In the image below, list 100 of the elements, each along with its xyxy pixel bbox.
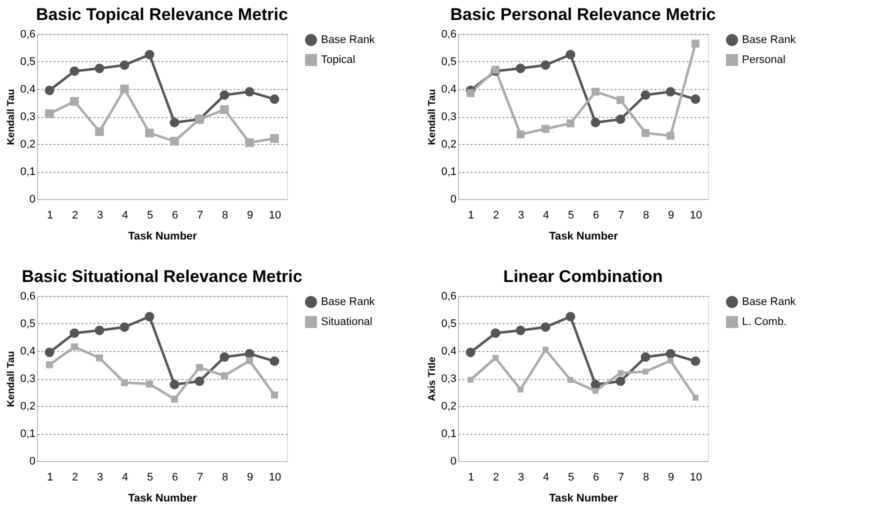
point	[94, 64, 104, 74]
x-tick-label: 10	[690, 210, 702, 222]
y-tick-label: 0,3	[20, 373, 36, 385]
point	[468, 376, 474, 383]
point	[466, 89, 474, 98]
point	[640, 352, 650, 362]
point	[516, 64, 526, 74]
point	[70, 66, 80, 76]
point	[668, 358, 674, 364]
y-tick-label: 0,3	[20, 111, 36, 123]
point	[120, 60, 130, 70]
point	[270, 134, 279, 143]
point	[44, 348, 54, 358]
y-tick-label: 0,4	[441, 84, 456, 96]
y-tick-label: 0,6	[20, 290, 36, 302]
y-tick-label: 0,5	[441, 56, 456, 68]
point	[568, 376, 574, 383]
point	[690, 94, 700, 104]
x-tick-label: 10	[268, 472, 282, 484]
y-tick-label: 0,4	[20, 346, 36, 358]
y-tick-label: 0	[450, 456, 456, 468]
point	[170, 380, 180, 390]
legend-label: Base Rank	[742, 34, 796, 46]
x-tick-label: 6	[172, 210, 178, 222]
chart-title: Basic Personal Relevance Metric	[450, 5, 716, 24]
x-tick-label: 1	[46, 210, 54, 222]
x-axis-title: Task Number	[549, 492, 619, 504]
y-tick-label: 0,1	[20, 428, 36, 440]
point	[616, 376, 626, 386]
point	[46, 361, 53, 368]
x-tick-label: 1	[468, 210, 474, 222]
point	[518, 386, 524, 392]
point	[566, 50, 576, 60]
point	[270, 94, 280, 104]
legend-label: Personal	[742, 54, 786, 66]
x-tick-label: 2	[72, 472, 78, 484]
x-tick-label: 8	[222, 472, 228, 484]
point	[616, 114, 626, 124]
y-tick-label: 0,6	[20, 28, 36, 40]
point	[221, 372, 228, 380]
x-tick-label: 9	[246, 210, 254, 222]
point	[490, 328, 500, 338]
point	[196, 364, 203, 371]
y-tick-label: 0,2	[20, 138, 36, 150]
legend-label: Topical	[321, 54, 356, 66]
point	[70, 97, 79, 106]
legend-label: Situational	[321, 316, 372, 328]
y-tick-label: 0,3	[441, 373, 456, 385]
x-tick-label: 4	[542, 472, 550, 484]
chart-title: Linear Combination	[503, 267, 663, 286]
point	[540, 322, 550, 332]
x-tick-label: 9	[246, 472, 254, 484]
point	[542, 124, 550, 133]
x-tick-label: 5	[568, 472, 574, 484]
point	[120, 322, 130, 332]
point	[70, 328, 80, 338]
point	[640, 90, 650, 100]
x-tick-label: 9	[668, 210, 674, 222]
point	[220, 352, 230, 362]
x-tick-label: 7	[618, 472, 624, 484]
x-tick-label: 2	[492, 210, 500, 222]
point	[120, 84, 129, 94]
x-tick-label: 10	[268, 210, 282, 222]
point	[94, 326, 104, 336]
x-tick-label: 3	[518, 210, 524, 222]
y-tick-label: 0,5	[441, 318, 456, 330]
x-axis-title: Task Number	[128, 492, 198, 504]
y-tick-label: 0,1	[441, 166, 456, 178]
y-tick-label: 0,2	[20, 400, 36, 412]
point	[245, 138, 254, 147]
point	[144, 50, 154, 60]
chart-title: Basic Situational Relevance Metric	[22, 267, 302, 286]
x-tick-label: 2	[492, 472, 500, 484]
point	[171, 396, 178, 403]
point	[170, 118, 180, 128]
point	[45, 109, 54, 118]
x-axis-title: Task Number	[549, 230, 619, 242]
point	[592, 88, 600, 96]
x-tick-label: 4	[122, 472, 128, 484]
y-axis-title: Kendall Tau	[6, 89, 18, 145]
point	[44, 86, 54, 96]
point	[692, 394, 698, 401]
point	[71, 343, 78, 350]
point	[666, 87, 676, 96]
point	[592, 388, 598, 394]
point	[690, 356, 700, 366]
y-tick-label: 0,1	[20, 166, 36, 178]
point	[145, 128, 154, 138]
x-tick-label: 3	[518, 472, 524, 484]
point	[270, 356, 280, 366]
x-tick-label: 9	[668, 472, 674, 484]
point	[566, 119, 574, 128]
x-axis-title: Task Number	[128, 230, 198, 242]
y-axis-title: Kendall Tau	[6, 351, 18, 407]
y-tick-label: 0,2	[441, 400, 456, 412]
x-tick-label: 5	[568, 210, 574, 222]
point	[95, 127, 104, 136]
point	[246, 357, 253, 364]
point	[96, 354, 103, 362]
x-tick-label: 1	[46, 472, 54, 484]
